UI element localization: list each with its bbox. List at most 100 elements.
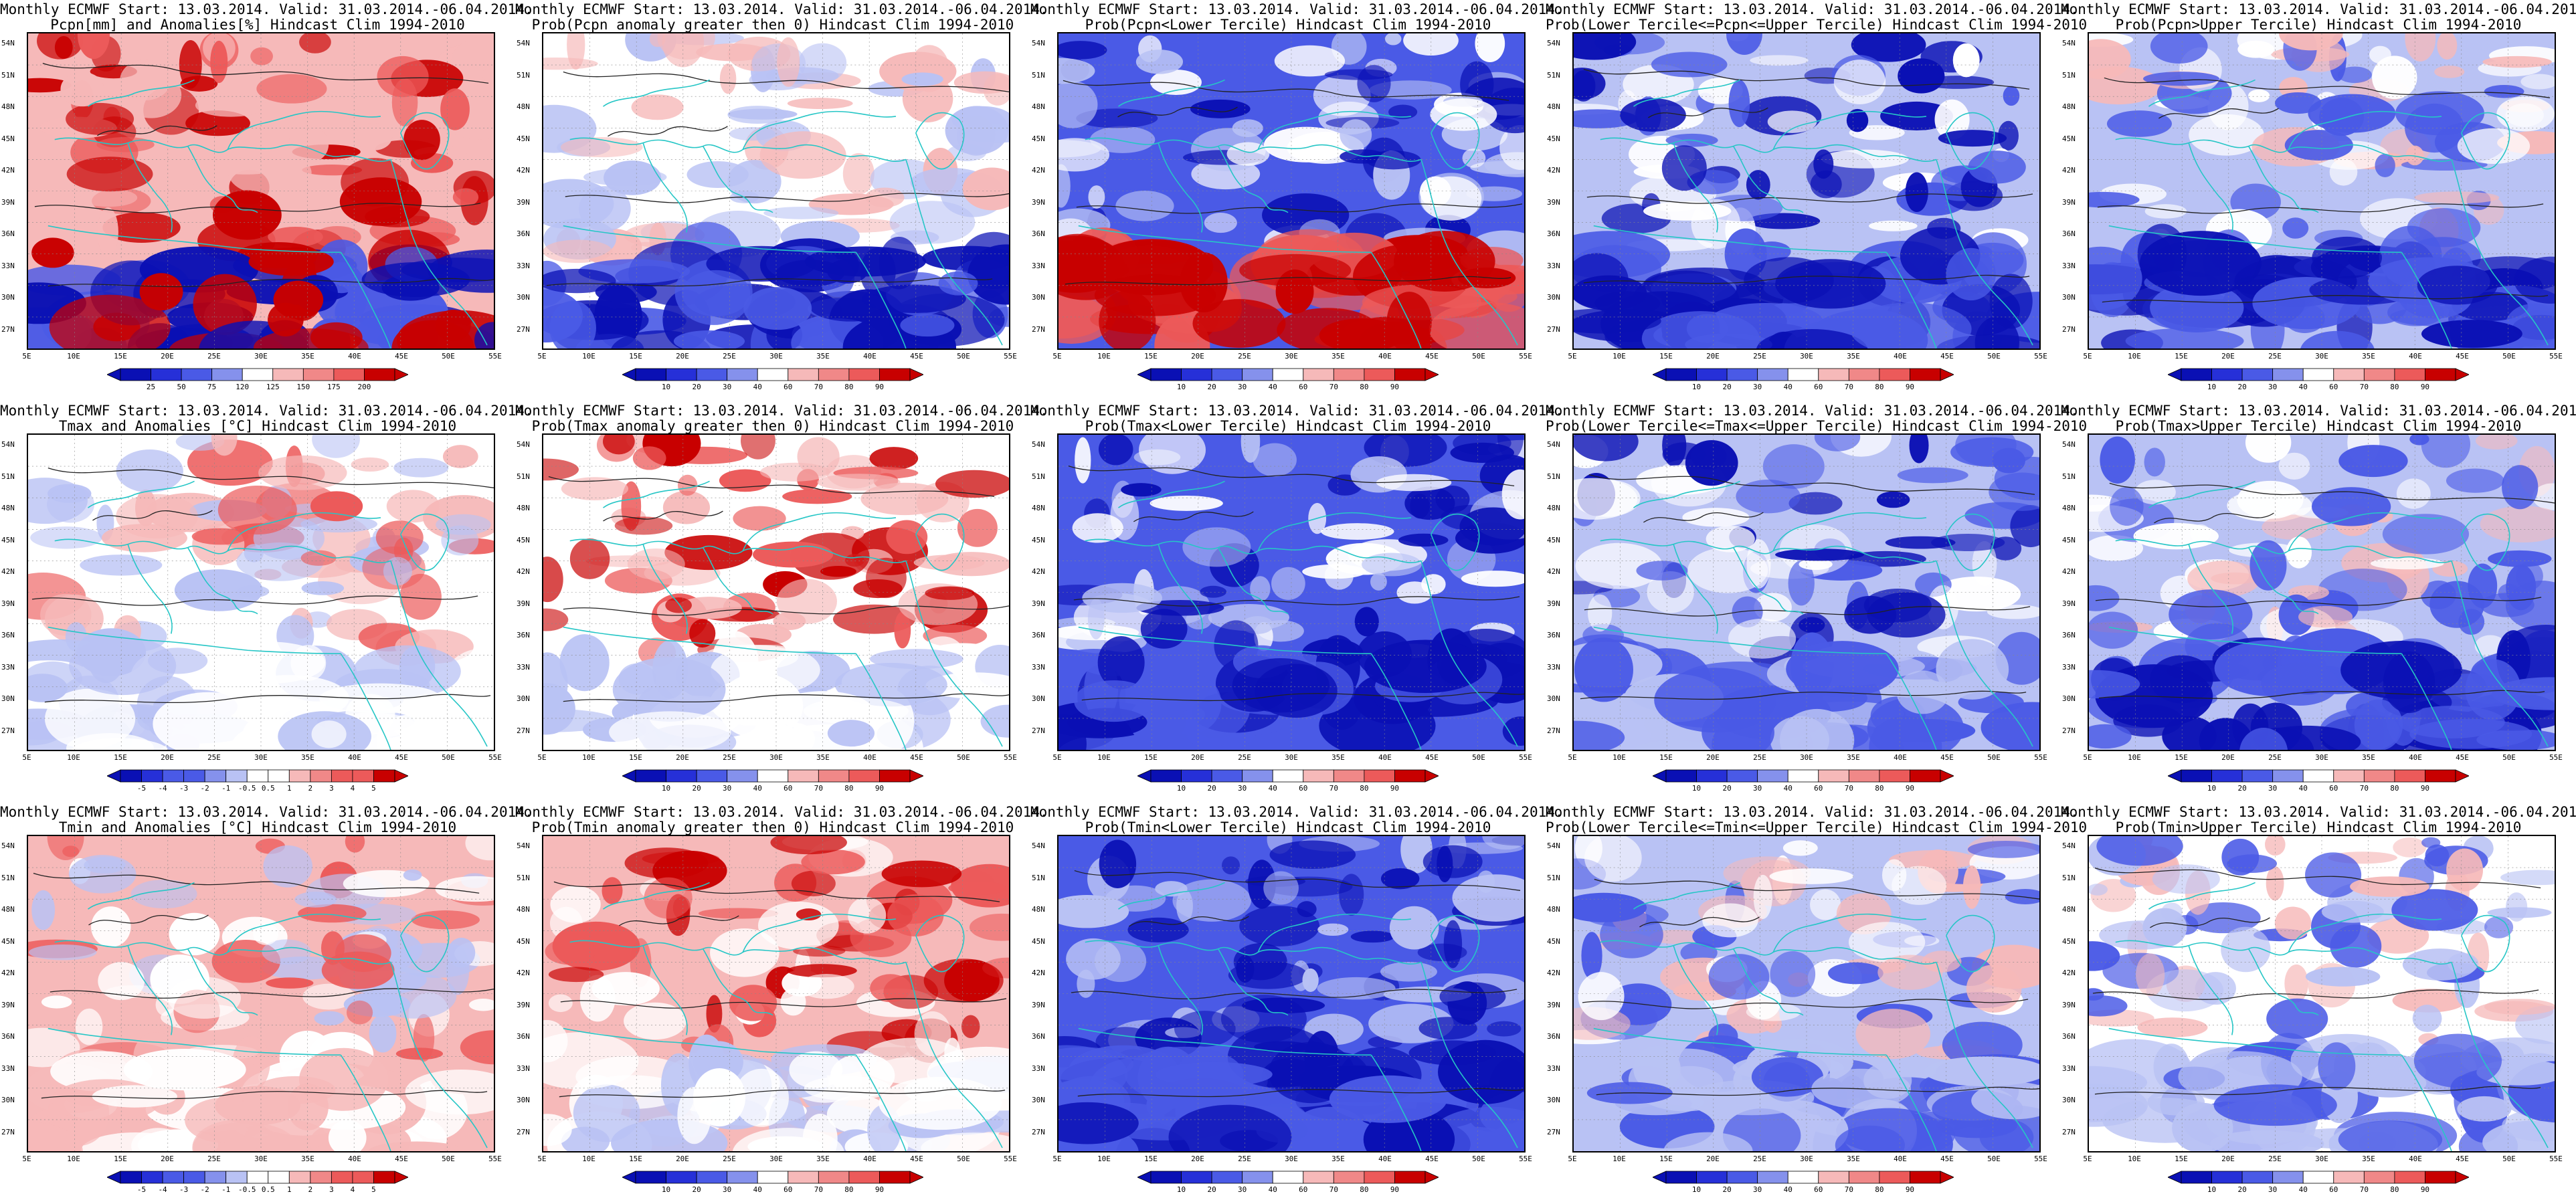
latitude-label: 27N [2062,726,2076,735]
colorbar-tick-label: -0.5 [238,784,256,793]
panel-title-line2: Prob(Lower Tercile<=Pcpn<=Upper Tercile)… [1546,17,2088,33]
colorbar-swatches [1137,769,1439,783]
colorbar-tick-label: 90 [1390,383,1400,391]
panel-title-line2: Prob(Tmax anomaly greater then 0) Hindca… [531,418,1014,434]
longitude-label: 30E [769,352,783,361]
latitude-label: 45N [1032,134,1045,143]
colorbar-tick-label: 20 [1207,1185,1216,1194]
latitude-label: 36N [517,1032,530,1041]
longitude-label: 10E [1097,352,1111,361]
latitude-label: 27N [517,726,530,735]
longitude-label: 35E [1331,753,1345,762]
latitude-label: 39N [1,1000,15,1009]
longitude-label: 20E [2221,1155,2235,1163]
colorbar-tick-label: 1 [286,1185,292,1194]
longitude-label: 15E [114,352,127,361]
colorbar-tick-label: 10 [1691,1185,1701,1194]
longitude-label: 25E [1238,753,1251,762]
colorbar-tick-label: 30 [1753,784,1762,793]
latitude-label: 54N [1032,841,1045,850]
colorbar-tick-label: 60 [1299,383,1308,391]
longitude-label: 20E [676,1155,689,1163]
panel-title-line2: Prob(Tmin>Upper Tercile) Hindcast Clim 1… [2115,819,2522,835]
latitude-label: 27N [1547,726,1560,735]
longitude-label: 25E [1753,753,1766,762]
longitude-label: 30E [769,1155,783,1163]
latitude-label: 30N [1547,1096,1560,1104]
latitude-label: 27N [1,324,15,334]
colorbar-labels: 10 20 30 40 60 70 80 90 [622,1185,923,1196]
colorbar-tick-label: 80 [1875,1185,1884,1194]
longitude-label: 25E [723,1155,736,1163]
longitude-label: 35E [1331,352,1345,361]
colorbar-tick-label: 70 [814,784,823,793]
colorbar-tick-label: 70 [2359,383,2369,391]
latitude-label: 54N [517,39,530,47]
longitude-label: 55E [1004,753,1017,762]
longitude-label: 55E [488,1155,502,1163]
longitude-label: 50E [1987,753,2001,762]
longitude-label: 50E [442,1155,455,1163]
colorbar-tick-label: 20 [2237,1185,2247,1194]
forecast-panel: Monthly ECMWF Start: 13.03.2014. Valid: … [1546,401,2087,803]
longitude-label: 55E [1519,753,1532,762]
longitude-label: 10E [1613,352,1626,361]
longitude-label: 45E [395,753,408,762]
colorbar-swatches [1652,368,1954,381]
latitude-label: 36N [2062,1032,2076,1041]
longitude-label: 20E [161,1155,174,1163]
colorbar-tick-label: 20 [1207,784,1216,793]
forecast-map [1572,32,2041,350]
longitude-label: 5E [22,1155,31,1163]
map-field [1059,33,1524,348]
map-field [1574,435,2039,750]
latitude-label: 39N [1032,1000,1045,1009]
longitude-label: 20E [676,352,689,361]
longitude-label: 35E [816,753,830,762]
panel-title-line1: Monthly ECMWF Start: 13.03.2014. Valid: … [1030,804,1564,820]
longitude-label: 35E [301,753,314,762]
longitude-label: 15E [2175,753,2188,762]
colorbar-tick-label: 10 [2207,1185,2217,1194]
longitude-label: 25E [2268,1155,2282,1163]
colorbar-labels: 10 20 30 40 60 70 80 90 [1653,784,1954,795]
longitude-label: 40E [1894,1155,1907,1163]
latitude-label: 33N [2062,662,2076,672]
colorbar-tick-label: 70 [1329,1185,1338,1194]
latitude-label: 33N [517,1064,530,1073]
latitude-label: 51N [517,873,530,882]
longitude-label: 45E [1425,1155,1439,1163]
latitude-label: 39N [1,599,15,608]
longitude-label: 40E [2409,753,2422,762]
longitude-label: 55E [2549,352,2563,361]
latitude-label: 27N [1032,726,1045,735]
colorbar-tick-label: 30 [2268,383,2278,391]
longitude-label: 35E [2362,753,2375,762]
longitude-label: 20E [1706,352,1720,361]
colorbar [1652,1171,1954,1184]
colorbar-tick-label: 80 [2390,1185,2399,1194]
latitude-label: 33N [517,662,530,672]
latitude-label: 33N [2062,261,2076,270]
latitude-label: 36N [1032,631,1045,639]
forecast-panel: Monthly ECMWF Start: 13.03.2014. Valid: … [2061,401,2576,803]
colorbar-tick-label: 70 [1329,383,1338,391]
longitude-label: 35E [301,352,314,361]
latitude-label: 36N [1547,631,1560,639]
longitude-label: 20E [1706,1155,1720,1163]
latitude-label: 42N [2062,166,2076,175]
colorbar-tick-label: 2 [308,784,313,793]
colorbar-tick-label: 90 [1905,383,1915,391]
latitude-label: 48N [2062,905,2076,914]
longitude-label: 10E [67,753,80,762]
longitude-label: 40E [348,753,361,762]
longitude-label: 10E [1613,1155,1626,1163]
latitude-label: 48N [1032,102,1045,111]
latitude-label: 48N [517,504,530,512]
longitude-label: 30E [1285,352,1298,361]
colorbar-tick-label: -4 [158,1185,167,1194]
colorbar-tick-label: 150 [296,383,310,391]
colorbar-tick-label: 30 [1238,1185,1247,1194]
panel-title-line1: Monthly ECMWF Start: 13.03.2014. Valid: … [515,403,1048,419]
panel-title-line1: Monthly ECMWF Start: 13.03.2014. Valid: … [2061,804,2576,820]
